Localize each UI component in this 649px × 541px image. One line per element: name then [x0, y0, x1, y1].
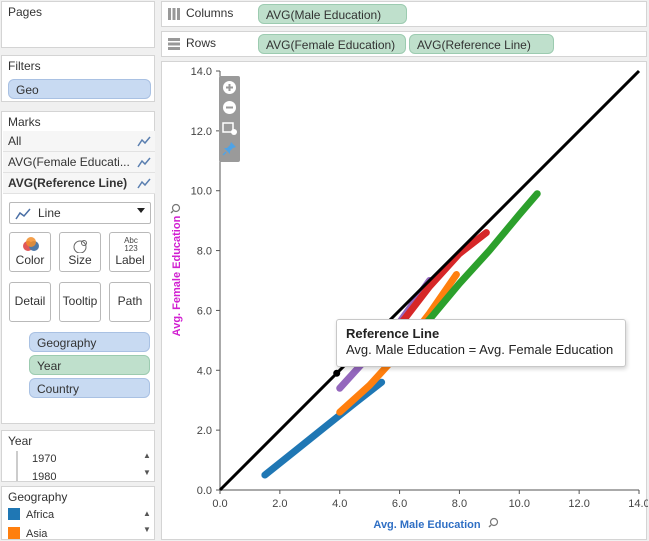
- marks-row-reference-line[interactable]: AVG(Reference Line): [3, 173, 155, 194]
- line-mark-icon: [15, 208, 31, 220]
- color-button-label: Color: [15, 253, 45, 267]
- x-axis-pin-icon[interactable]: [488, 517, 499, 528]
- marks-row-label: AVG(Female Educati...: [8, 155, 130, 169]
- x-tick-label: 10.0: [509, 498, 530, 510]
- mark-type-dropdown[interactable]: Line: [9, 202, 151, 224]
- tooltip-button[interactable]: Tooltip: [59, 282, 101, 322]
- y-tick-label: 4.0: [197, 365, 212, 377]
- detail-button-label: Detail: [14, 294, 46, 308]
- year-card: Year 1970 1980 ▲ ▼: [1, 430, 155, 482]
- mark-type-label: Line: [38, 206, 61, 220]
- tooltip-title: Reference Line: [346, 326, 440, 341]
- marks-field-year[interactable]: Year: [29, 355, 150, 375]
- legend-swatch: [8, 508, 20, 520]
- color-icon: [23, 237, 39, 251]
- y-tick-label: 6.0: [197, 305, 212, 317]
- filters-title: Filters: [8, 59, 41, 73]
- marks-row-label: All: [8, 134, 22, 148]
- x-tick-label: 8.0: [452, 498, 467, 510]
- legend-label: Asia: [26, 528, 48, 540]
- label-button[interactable]: Abc 123 Label: [109, 232, 151, 272]
- svg-text:Abc: Abc: [124, 236, 138, 245]
- y-tick-label: 14.0: [191, 66, 212, 78]
- reference-line-point[interactable]: [333, 369, 341, 377]
- line-chart-icon: [137, 136, 151, 147]
- size-icon: [73, 240, 87, 253]
- y-tick-label: 2.0: [197, 425, 212, 437]
- columns-label: Columns: [186, 6, 234, 20]
- size-button[interactable]: Size: [59, 232, 101, 272]
- filters-card: Filters Geo: [1, 55, 155, 102]
- pages-card: Pages: [1, 1, 155, 48]
- marks-title: Marks: [8, 115, 41, 129]
- marks-row-female-education[interactable]: AVG(Female Educati...: [3, 152, 155, 173]
- view-toolbar: [219, 76, 240, 162]
- rows-shelf[interactable]: Rows AVG(Female Education) AVG(Reference…: [161, 31, 647, 57]
- reference-line[interactable]: [218, 69, 641, 492]
- chevron-down-icon: [137, 208, 145, 213]
- rows-pill-female-education[interactable]: AVG(Female Education): [258, 34, 406, 54]
- scroll-up-icon[interactable]: ▲: [143, 451, 151, 460]
- geography-title: Geography: [8, 490, 68, 504]
- marks-row-all[interactable]: All: [3, 131, 155, 152]
- marks-field-country[interactable]: Country: [29, 378, 150, 398]
- path-button[interactable]: Path: [109, 282, 151, 322]
- columns-pill-male-education[interactable]: AVG(Male Education): [258, 4, 407, 24]
- rows-label: Rows: [186, 36, 217, 50]
- label-button-label: Label: [115, 253, 145, 267]
- x-tick-label: 6.0: [392, 498, 407, 510]
- tooltip-button-label: Tooltip: [62, 294, 98, 308]
- filter-pill-geo[interactable]: Geo: [8, 79, 151, 99]
- year-item: 1980: [32, 471, 57, 482]
- legend-item-asia[interactable]: Asia: [8, 527, 48, 540]
- x-tick-label: 2.0: [272, 498, 287, 510]
- detail-button[interactable]: Detail: [9, 282, 51, 322]
- pin-icon[interactable]: [222, 141, 237, 156]
- x-tick-label: 14.0: [628, 498, 648, 510]
- tooltip-body: Avg. Male Education = Avg. Female Educat…: [346, 342, 614, 357]
- legend-swatch: [8, 527, 20, 539]
- year-title: Year: [8, 434, 33, 448]
- marks-field-geography[interactable]: Geography: [29, 332, 150, 352]
- y-tick-label: 0.0: [197, 485, 212, 497]
- marks-row-label: AVG(Reference Line): [8, 176, 128, 190]
- line-chart-icon: [137, 157, 151, 168]
- y-axis-label: Avg. Female Education: [171, 215, 183, 336]
- columns-icon: [168, 8, 180, 20]
- zoom-in-icon[interactable]: [222, 80, 237, 95]
- year-item: 1970: [32, 453, 57, 465]
- size-button-label: Size: [68, 253, 92, 267]
- zoom-area-icon[interactable]: [222, 121, 237, 136]
- scroll-down-icon[interactable]: ▼: [143, 468, 151, 477]
- rows-pill-reference-line[interactable]: AVG(Reference Line): [409, 34, 554, 54]
- y-tick-label: 12.0: [191, 126, 212, 138]
- label-icon: Abc 123: [124, 236, 138, 251]
- year-slider-track[interactable]: [16, 451, 18, 481]
- path-button-label: Path: [117, 294, 143, 308]
- series-line-0[interactable]: [261, 378, 386, 479]
- marks-card: Marks All AVG(Female Educati... AVG(Refe…: [1, 111, 155, 424]
- line-chart-icon: [137, 178, 151, 189]
- reference-line-tooltip: Reference Line Avg. Male Education = Avg…: [336, 319, 626, 367]
- x-tick-label: 0.0: [212, 498, 227, 510]
- zoom-out-icon[interactable]: [222, 100, 237, 115]
- x-tick-label: 4.0: [332, 498, 347, 510]
- rows-icon: [168, 38, 180, 50]
- scroll-up-icon[interactable]: ▲: [143, 509, 151, 518]
- x-tick-label: 12.0: [568, 498, 589, 510]
- color-button[interactable]: Color: [9, 232, 51, 272]
- y-tick-label: 8.0: [197, 246, 212, 258]
- pages-title: Pages: [8, 5, 43, 19]
- y-tick-label: 10.0: [191, 186, 212, 198]
- scroll-down-icon[interactable]: ▼: [143, 525, 151, 534]
- x-axis-label: Avg. Male Education: [373, 519, 480, 531]
- legend-item-africa[interactable]: Africa: [8, 508, 54, 521]
- y-axis-pin-icon[interactable]: [170, 203, 181, 214]
- geography-legend-card: Geography Africa Asia ▲ ▼: [1, 486, 155, 540]
- columns-shelf[interactable]: Columns AVG(Male Education): [161, 1, 647, 27]
- legend-label: Africa: [26, 509, 55, 521]
- svg-text:123: 123: [124, 244, 138, 251]
